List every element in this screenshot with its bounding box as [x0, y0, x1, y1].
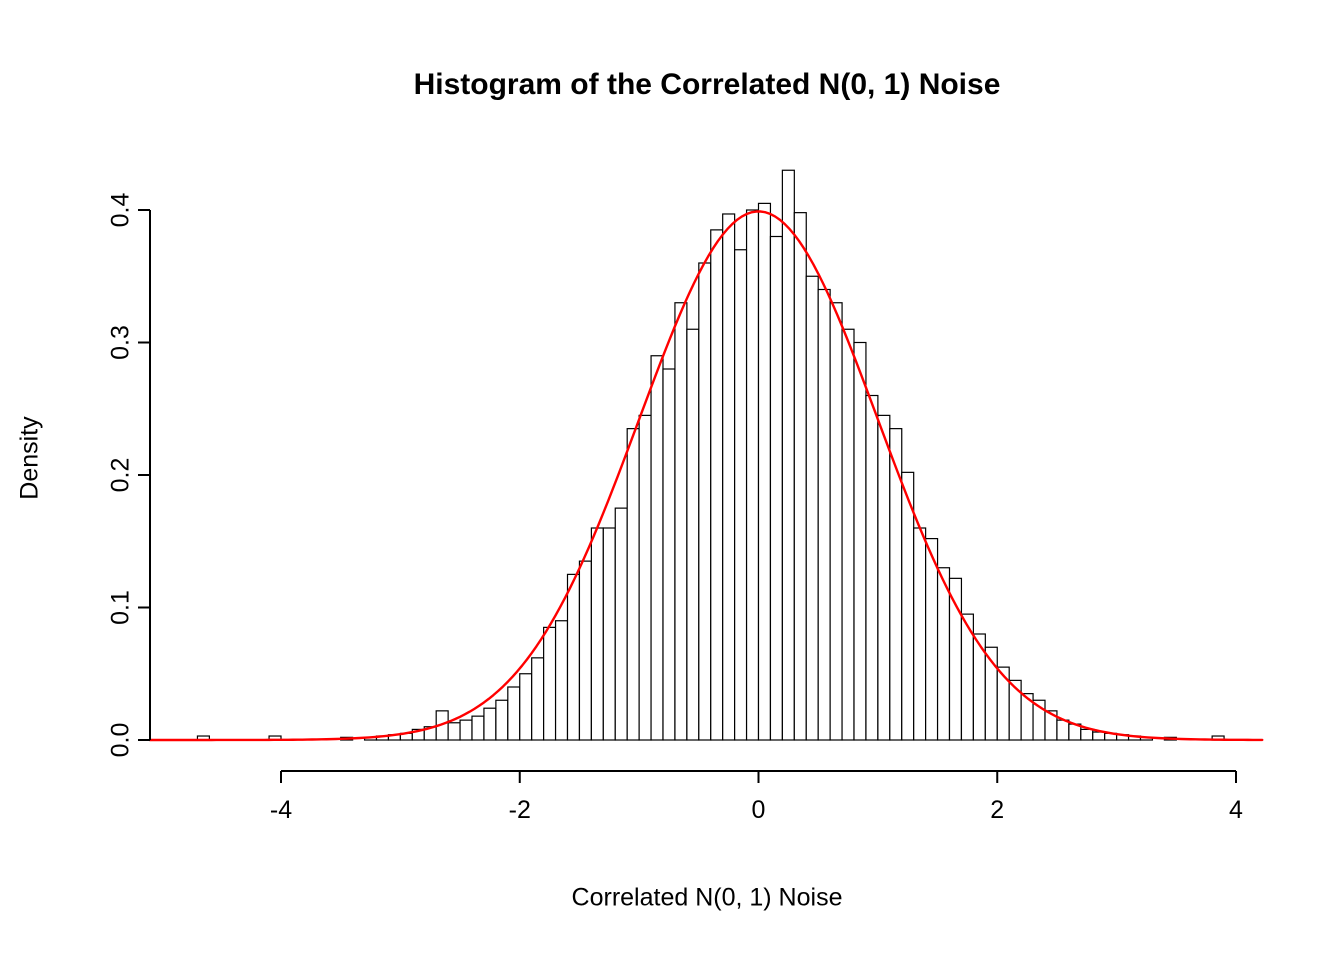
- histogram-bar: [495, 699, 509, 741]
- histogram-bar: [519, 673, 533, 741]
- histogram-bar: [578, 560, 592, 741]
- y-tick-label: 0.1: [107, 590, 135, 625]
- histogram-bar: [1056, 719, 1070, 741]
- chart-title: Histogram of the Correlated N(0, 1) Nois…: [413, 68, 1001, 101]
- y-tick-label: 0.3: [107, 325, 135, 360]
- histogram-bar: [543, 626, 557, 741]
- histogram-bar: [996, 666, 1010, 741]
- histogram-bar: [734, 249, 748, 741]
- y-tick-label: 0.2: [107, 458, 135, 493]
- histogram-bar: [507, 686, 521, 741]
- histogram-bar: [650, 355, 664, 741]
- histogram-bar: [1080, 728, 1094, 741]
- y-tick-label: 0.0: [107, 723, 135, 758]
- x-axis-label: Correlated N(0, 1) Noise: [571, 883, 843, 912]
- histogram-bar: [614, 507, 628, 741]
- histogram-bar: [865, 394, 879, 741]
- histogram-bar: [531, 657, 545, 741]
- histogram-bar: [793, 212, 807, 741]
- x-tick-label: -2: [509, 796, 531, 824]
- histogram-bar: [805, 275, 819, 741]
- histogram-bar: [841, 328, 855, 741]
- histogram-bar: [769, 235, 783, 741]
- histogram-bar: [459, 719, 473, 741]
- histogram-bar: [925, 537, 939, 741]
- histogram-bar: [722, 213, 736, 741]
- histogram-bar: [483, 707, 497, 741]
- histogram-bar: [554, 620, 569, 741]
- histogram-bar: [447, 722, 461, 741]
- density-curve: [148, 210, 1264, 742]
- histogram-bar: [829, 302, 843, 741]
- histogram-bar: [936, 567, 951, 741]
- histogram-bar: [566, 573, 581, 741]
- histogram-bar: [710, 229, 724, 741]
- histogram-bar: [471, 715, 485, 741]
- x-tick-label: 0: [752, 796, 766, 824]
- histogram-bar: [602, 527, 616, 741]
- histogram-bar: [757, 202, 772, 741]
- histogram-bar: [662, 368, 676, 741]
- histogram-bar: [590, 527, 604, 741]
- y-tick-label: 0.4: [107, 193, 135, 228]
- histogram-bar: [698, 262, 712, 741]
- histogram-bar: [1092, 731, 1106, 741]
- y-axis-label: Density: [15, 416, 44, 500]
- histogram-bar: [686, 328, 700, 741]
- x-tick-label: 4: [1229, 796, 1243, 824]
- histogram-bar: [1008, 679, 1022, 741]
- histogram-bar: [781, 169, 795, 741]
- histogram-bar: [901, 471, 915, 741]
- x-tick-label: 2: [990, 796, 1004, 824]
- histogram-bar: [817, 288, 831, 741]
- histogram-bar: [674, 302, 688, 741]
- histogram-bar: [853, 341, 867, 741]
- histogram-bar: [877, 414, 891, 741]
- histogram-bar: [638, 414, 652, 741]
- histogram-bar: [745, 209, 760, 741]
- histogram-bar: [913, 527, 927, 741]
- histogram-bar: [626, 428, 640, 741]
- x-tick-label: -4: [270, 796, 292, 824]
